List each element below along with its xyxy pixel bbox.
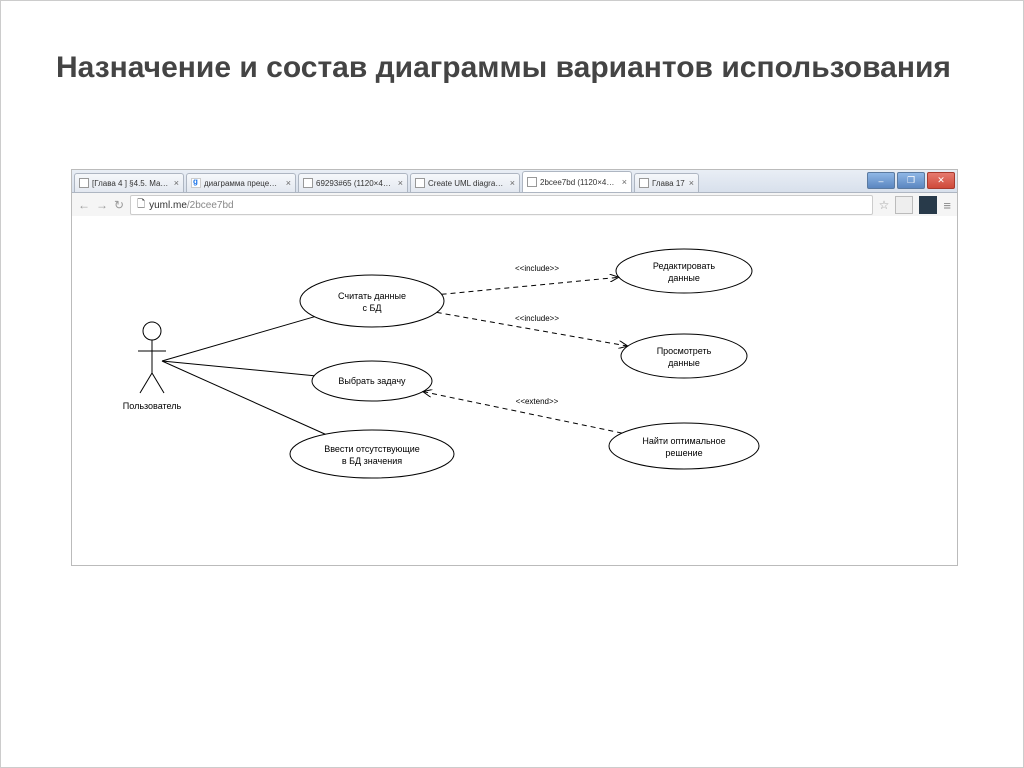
actor-leg-l xyxy=(140,373,152,393)
usecase-read xyxy=(300,275,444,327)
browser-tab[interactable]: 69293#65 (1120×405) × xyxy=(298,173,408,192)
reload-icon[interactable]: ↻ xyxy=(114,198,124,212)
diagram-canvas: Пользователь Считать данные с БД Выбрать за… xyxy=(72,216,957,565)
tab-label: [Глава 4 ] §4.5. Математ xyxy=(92,179,170,188)
tab-label: 69293#65 (1120×405) xyxy=(316,179,394,188)
usecase-label: Редактировать xyxy=(653,261,715,271)
tab-close-icon[interactable]: × xyxy=(510,178,515,188)
favicon-icon xyxy=(79,178,89,188)
tab-close-icon[interactable]: × xyxy=(398,178,403,188)
usecase-label: в БД значения xyxy=(342,456,402,466)
usecase-label: Найти оптимальное xyxy=(642,436,725,446)
menu-icon[interactable]: ≡ xyxy=(943,198,951,213)
browser-tab[interactable]: диаграмма прецедентов × xyxy=(186,173,296,192)
usecase-label: Ввести отсутствующие xyxy=(324,444,420,454)
dependency xyxy=(442,277,619,294)
tab-close-icon[interactable]: × xyxy=(622,177,627,187)
usecase-find xyxy=(609,423,759,469)
usecase-label: решение xyxy=(665,448,702,458)
usecase-enter xyxy=(290,430,454,478)
favicon-icon xyxy=(303,178,313,188)
tab-label: Create UML diagrams onli xyxy=(428,179,506,188)
association xyxy=(162,361,325,434)
dependency-label: <<include>> xyxy=(515,314,559,323)
maximize-button[interactable]: ❐ xyxy=(897,172,925,189)
dependency-label: <<extend>> xyxy=(516,397,559,406)
ext-icon-1[interactable] xyxy=(895,196,913,214)
browser-tab[interactable]: [Глава 4 ] §4.5. Математ × xyxy=(74,173,184,192)
url-host: yuml.me xyxy=(149,200,187,211)
browser-window: [Глава 4 ] §4.5. Математ×диаграмма преце… xyxy=(71,169,958,566)
star-icon[interactable]: ☆ xyxy=(879,198,890,212)
browser-tab[interactable]: Глава 17 × xyxy=(634,173,699,192)
usecase-diagram-svg: Пользователь Считать данные с БД Выбрать за… xyxy=(72,216,957,565)
url-field[interactable]: 🗋 yuml.me/2bcee7bd xyxy=(130,195,873,215)
address-bar: ← → ↻ 🗋 yuml.me/2bcee7bd ☆ ≡ xyxy=(72,193,957,218)
usecase-label: данные xyxy=(668,358,700,368)
tab-label: диаграмма прецедентов xyxy=(204,179,282,188)
usecase-label: данные xyxy=(668,273,700,283)
actor-label: Пользователь xyxy=(123,401,182,411)
tab-close-icon[interactable]: × xyxy=(174,178,179,188)
tab-label: 2bcee7bd (1120×405) xyxy=(540,178,618,187)
favicon-icon xyxy=(415,178,425,188)
tab-close-icon[interactable]: × xyxy=(689,178,694,188)
forward-icon[interactable]: → xyxy=(96,198,108,212)
dependency-label: <<include>> xyxy=(515,264,559,273)
browser-tab[interactable]: 2bcee7bd (1120×405) × xyxy=(522,171,632,192)
favicon-icon xyxy=(527,177,537,187)
minimize-button[interactable]: – xyxy=(867,172,895,189)
association xyxy=(162,317,315,361)
tab-strip: [Глава 4 ] §4.5. Математ×диаграмма преце… xyxy=(72,170,957,193)
slide: Назначение и состав диаграммы вариантов … xyxy=(0,0,1024,768)
window-controls: – ❐ ✕ xyxy=(867,172,955,189)
usecase-label: Просмотреть xyxy=(657,346,712,356)
back-icon[interactable]: ← xyxy=(78,198,90,212)
ext-icon-2[interactable] xyxy=(919,196,937,214)
browser-tab[interactable]: Create UML diagrams onli × xyxy=(410,173,520,192)
slide-title: Назначение и состав диаграммы вариантов … xyxy=(56,49,956,87)
usecase-label: с БД xyxy=(362,303,381,313)
usecase-edit xyxy=(616,249,752,293)
close-button[interactable]: ✕ xyxy=(927,172,955,189)
tab-close-icon[interactable]: × xyxy=(286,178,291,188)
page-icon: 🗋 xyxy=(137,197,145,214)
actor-leg-r xyxy=(152,373,164,393)
association xyxy=(162,361,314,376)
usecase-label: Считать данные xyxy=(338,291,406,301)
tab-label: Глава 17 xyxy=(652,179,685,188)
usecase-view xyxy=(621,334,747,378)
favicon-icon xyxy=(191,178,201,188)
favicon-icon xyxy=(639,178,649,188)
actor-head xyxy=(143,322,161,340)
usecase-label: Выбрать задачу xyxy=(338,376,406,386)
url-path: /2bcee7bd xyxy=(187,200,234,211)
